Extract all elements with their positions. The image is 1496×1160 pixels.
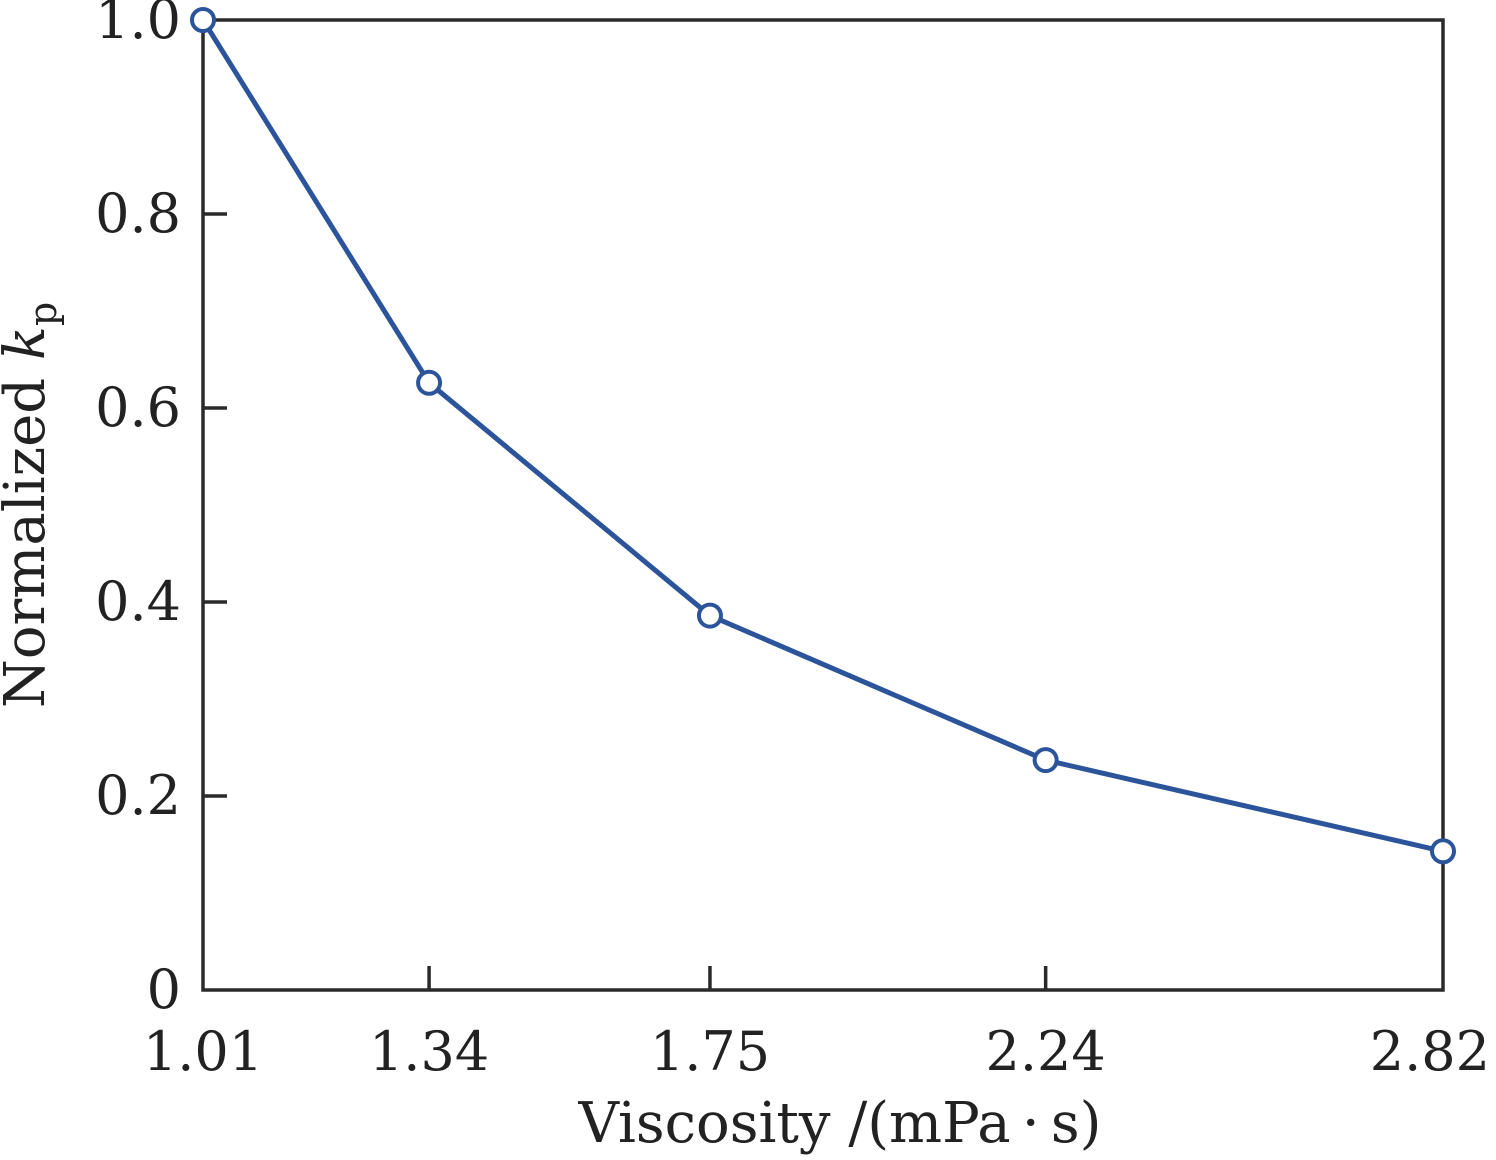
y-tick-label: 0.2 xyxy=(95,764,181,827)
x-tick-label: 1.01 xyxy=(143,1020,263,1083)
x-axis-title: Viscosity /(mPa · s) xyxy=(578,1091,1102,1156)
x-axis-ticks: 1.01 1.34 1.75 2.24 2.82 xyxy=(143,966,1490,1083)
y-axis-title-prefix: Normalized xyxy=(0,360,58,708)
x-tick-label: 2.82 xyxy=(1370,1020,1490,1083)
y-axis-title: Normalized kp xyxy=(0,302,65,708)
y-tick-label: 0.8 xyxy=(95,182,181,245)
data-point xyxy=(696,602,723,629)
x-tick-label: 2.24 xyxy=(986,1020,1106,1083)
x-tick-label: 1.75 xyxy=(650,1020,770,1083)
x-tick-label: 1.34 xyxy=(369,1020,489,1083)
y-tick-label: 0 xyxy=(147,958,181,1021)
y-axis-ticks: 0 0.2 0.4 0.6 0.8 1.0 xyxy=(95,0,227,1021)
data-point xyxy=(1032,747,1059,774)
data-point xyxy=(1430,838,1456,865)
data-point xyxy=(190,7,216,33)
y-axis-title-subscript: p xyxy=(21,302,65,326)
y-axis-title-symbol: k xyxy=(0,326,58,360)
y-tick-label: 0.6 xyxy=(95,376,181,439)
y-tick-label: 1.0 xyxy=(95,0,181,51)
data-point xyxy=(416,369,443,396)
series-layer xyxy=(190,7,1456,865)
plot-frame xyxy=(201,18,1445,992)
y-tick-label: 0.4 xyxy=(95,570,181,633)
series-line xyxy=(200,18,1444,854)
